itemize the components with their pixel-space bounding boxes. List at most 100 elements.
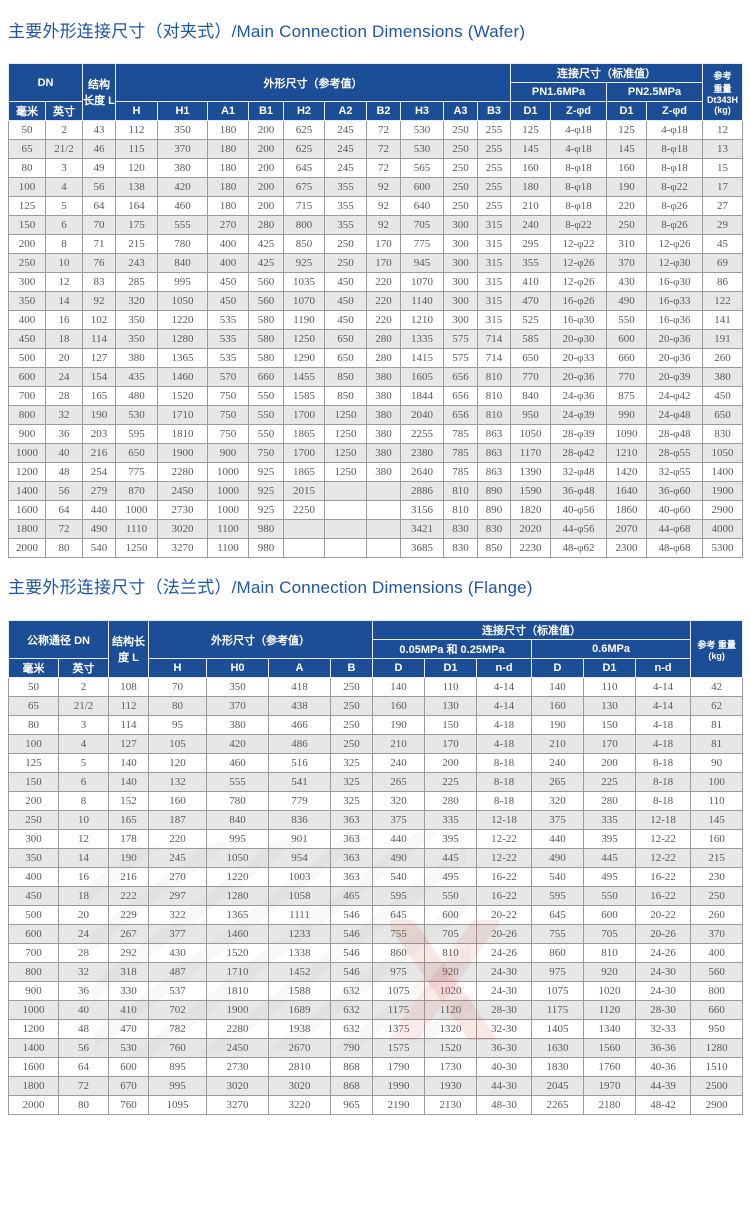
table-cell: 8-φ26: [646, 196, 704, 216]
table-cell: 255: [477, 120, 512, 140]
table-cell: 56: [44, 481, 84, 501]
table-cell: 18: [44, 329, 84, 349]
table-cell: 1588: [268, 981, 332, 1001]
table-cell: 1415: [400, 348, 445, 368]
table-cell: 585: [510, 329, 552, 349]
col-a: A: [268, 658, 332, 678]
table-cell: 830: [702, 424, 744, 444]
table-cell: 44-39: [635, 1076, 692, 1096]
table-cell: 36-φ48: [550, 481, 608, 501]
table-cell: 810: [477, 386, 512, 406]
table-cell: 350: [115, 310, 159, 330]
table-cell: 48-30: [476, 1095, 533, 1115]
weight-label-model: Dt343H: [707, 95, 739, 105]
col-outline-dims: 外形尺寸（参考值）: [115, 63, 512, 102]
table-cell: 575: [443, 348, 479, 368]
table-cell: 1365: [206, 905, 270, 925]
table-cell: 370: [606, 253, 648, 273]
table-cell: 2020: [510, 519, 552, 539]
table-row: 450 18 222 297 1280 1058 465 595 550 16-22 595 550 1…: [8, 886, 744, 906]
table-cell: 320: [115, 291, 159, 311]
table-cell: 2: [44, 120, 84, 140]
table-cell: 540: [82, 538, 117, 558]
table-cell: 24-30: [476, 962, 533, 982]
table-cell: 32: [57, 962, 110, 982]
table-cell: 895: [148, 1057, 208, 1077]
table-cell: 1190: [283, 310, 326, 330]
table-cell: 12-φ26: [646, 234, 704, 254]
table-cell: 530: [400, 120, 445, 140]
table-cell: 550: [424, 886, 478, 906]
table-cell: 1420: [606, 462, 648, 482]
table-cell: 120: [115, 158, 159, 178]
table-cell: 1600: [8, 1057, 59, 1077]
table-cell: 600: [8, 367, 46, 387]
table-cell: 6: [44, 215, 84, 235]
table-cell: 300: [443, 215, 479, 235]
table-cell: 1175: [372, 1000, 426, 1020]
table-cell: 3: [57, 715, 110, 735]
table-cell: 2730: [157, 500, 209, 520]
table-cell: 203: [82, 424, 117, 444]
table-cell: 1210: [606, 443, 648, 463]
weight-label-unit: (kg): [708, 650, 725, 661]
table-row: 100 4 127 105 420 486 250 210 170 4-18 210 170 4-18 8…: [8, 734, 744, 754]
table-cell: 16-22: [635, 886, 692, 906]
table-cell: 12: [702, 120, 744, 140]
table-cell: 1520: [424, 1038, 478, 1058]
table-cell: 8-φ26: [646, 215, 704, 235]
table-cell: 1000: [207, 462, 250, 482]
table-cell: 4-18: [476, 715, 533, 735]
table-cell: 250: [443, 177, 479, 197]
table-cell: 260: [702, 348, 744, 368]
table-cell: 800: [8, 405, 46, 425]
table-cell: 8-18: [476, 772, 533, 792]
table-cell: 380: [366, 405, 402, 425]
table-cell: 560: [248, 272, 285, 292]
col-d1-pn25: D1: [606, 101, 648, 121]
table-cell: 164: [115, 196, 159, 216]
table-cell: 20-26: [635, 924, 692, 944]
table-cell: 546: [330, 962, 374, 982]
table-cell: 1111: [268, 905, 332, 925]
flange-dimensions-table: 公称通径 DN 结构长度 L 外形尺寸（参考值） 连接尺寸（标准值） 参考 重量…: [7, 620, 744, 1115]
table-cell: 16-22: [476, 886, 533, 906]
col-h2: H2: [283, 101, 326, 121]
table-cell: 770: [606, 367, 648, 387]
table-cell: 901: [268, 829, 332, 849]
table-cell: 200: [248, 177, 285, 197]
table-cell: 350: [157, 120, 209, 140]
table-row: 1200 48 254 775 2280 1000 925 1865 1250 380 2640 78…: [8, 462, 744, 482]
table-cell: 1000: [207, 481, 250, 501]
table-cell: 36: [44, 424, 84, 444]
table-cell: 1452: [268, 962, 332, 982]
table-cell: 2280: [206, 1019, 270, 1039]
table-cell: 395: [583, 829, 637, 849]
table-cell: 315: [477, 291, 512, 311]
table-cell: 20-22: [476, 905, 533, 925]
table-cell: 860: [531, 943, 585, 963]
table-cell: 180: [207, 196, 250, 216]
table-cell: 980: [248, 538, 285, 558]
table-cell: 112: [108, 696, 150, 716]
table-cell: [366, 519, 402, 539]
col-pressure-low: 0.05MPa 和 0.25MPa: [372, 639, 533, 659]
table-cell: 12-φ30: [646, 253, 704, 273]
table-cell: 675: [283, 177, 326, 197]
table-cell: 322: [148, 905, 208, 925]
table-cell: 64: [44, 500, 84, 520]
table-row: 350 14 190 245 1050 954 363 490 445 12-22 490 445 12…: [8, 848, 744, 868]
table-cell: 32: [44, 405, 84, 425]
table-row: 1400 56 530 760 2450 2670 790 1575 1520 36-30 1630…: [8, 1038, 744, 1058]
table-cell: 130: [583, 696, 637, 716]
table-cell: 420: [157, 177, 209, 197]
table-cell: 560: [690, 962, 744, 982]
table-cell: 1375: [372, 1019, 426, 1039]
table-cell: 1090: [606, 424, 648, 444]
table-cell: 140: [531, 677, 585, 697]
table-cell: 500: [8, 348, 46, 368]
table-cell: 72: [366, 139, 402, 159]
table-cell: 535: [207, 329, 250, 349]
table-cell: 1810: [157, 424, 209, 444]
table-cell: 160: [606, 158, 648, 178]
